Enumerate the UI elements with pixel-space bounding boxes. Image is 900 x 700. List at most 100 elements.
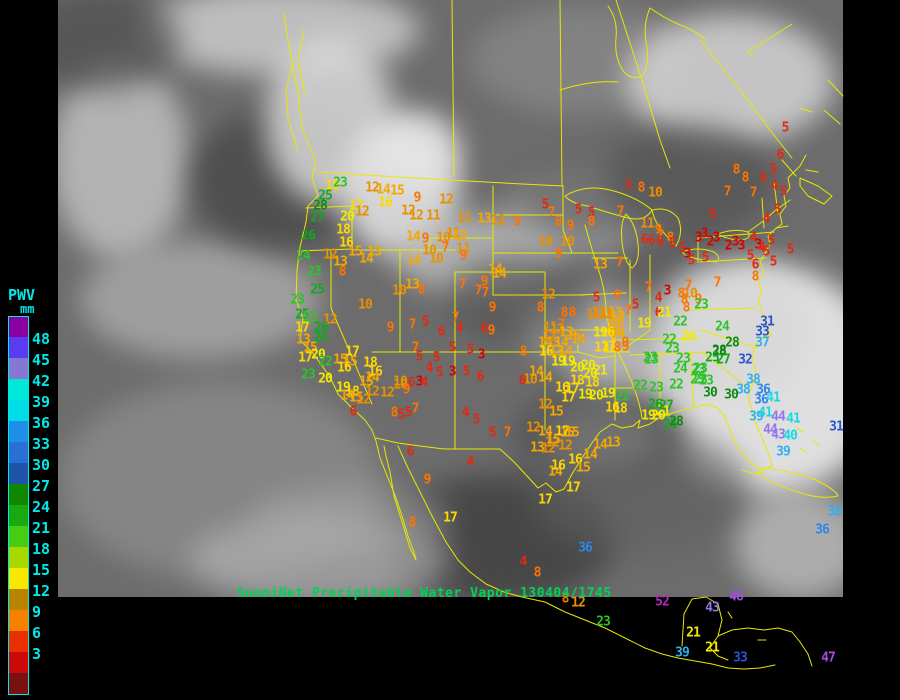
station-value: 14 (554, 335, 569, 351)
station-value: 14 (538, 370, 553, 386)
station-value: 52 (655, 594, 670, 610)
station-value: 8 (554, 214, 563, 230)
station-value: 40 (783, 428, 798, 444)
station-value: 3 (712, 230, 721, 246)
station-value: 23 (303, 310, 318, 326)
station-value: 7 (474, 283, 483, 299)
station-value: 17 (561, 390, 576, 406)
station-value: 28 (669, 414, 684, 430)
station-value: 4 (466, 454, 475, 470)
station-value: 12 (550, 322, 565, 338)
station-value: 5 (448, 340, 457, 356)
station-value: 5 (631, 297, 640, 313)
station-value: 5 (592, 290, 601, 306)
station-value: 23 (649, 380, 664, 396)
station-value: 8 (417, 282, 426, 298)
legend-row: 30 (6, 456, 58, 485)
station-value: 7 (411, 340, 420, 356)
station-value: 10 (393, 377, 408, 393)
station-value: 13 (559, 325, 574, 341)
station-value: 23 (693, 361, 708, 377)
station-value: 22 (615, 389, 630, 405)
station-value: 23 (333, 175, 348, 191)
station-value: 16 (378, 195, 393, 211)
station-value: 10 (560, 234, 575, 250)
station-value: 5 (781, 120, 790, 136)
station-value: 6 (480, 321, 489, 337)
station-value: 23 (690, 372, 705, 388)
station-value: 18 (345, 384, 360, 400)
station-value: 5 (786, 242, 795, 258)
cloud-layer (250, 485, 450, 555)
legend-swatch (8, 568, 29, 590)
legend-value: 12 (32, 582, 51, 601)
station-value: 5 (769, 162, 778, 178)
station-value: 12 (401, 203, 416, 219)
station-value: 6 (776, 147, 785, 163)
station-value: 12 (538, 397, 553, 413)
station-value: 7 (624, 303, 633, 319)
station-value: 39 (776, 444, 791, 460)
station-value: 15 (348, 244, 363, 260)
station-value: 30 (703, 385, 718, 401)
legend-swatch (8, 316, 29, 339)
station-value: 14 (406, 229, 421, 245)
station-value: 12 (541, 287, 556, 303)
station-value: 3 (415, 374, 424, 390)
station-value: 7 (503, 425, 512, 441)
station-value: 9 (480, 274, 489, 290)
station-value: 2 (706, 234, 715, 250)
station-value: 7 (451, 310, 460, 326)
station-value: 4 (461, 405, 470, 421)
legend-value: 33 (32, 435, 51, 454)
station-value: 10 (436, 230, 451, 246)
station-value: 4 (762, 211, 771, 227)
station-value: 5 (687, 253, 696, 269)
station-value: 14 (376, 182, 391, 198)
station-value: 14 (406, 253, 421, 269)
caption: SuomiNet Precipitable Water Vapor 130404… (237, 586, 612, 601)
station-value: 10 (393, 374, 408, 390)
station-value: 21 (705, 640, 720, 656)
station-value: 23 (691, 362, 706, 378)
station-value: 38 (746, 372, 761, 388)
station-value: 4 (770, 178, 779, 194)
station-value: 20 (681, 329, 696, 345)
station-value: 22 (669, 377, 684, 393)
station-value: 3 (663, 283, 672, 299)
station-value: 19 (637, 316, 652, 332)
station-value: 12 (323, 247, 338, 263)
station-value: 13 (452, 228, 467, 244)
station-value: 18 (613, 401, 628, 417)
station-value: 14 (583, 447, 598, 463)
station-value: 12 (323, 312, 338, 328)
legend-value: 48 (32, 330, 51, 349)
station-value: 14 (538, 424, 553, 440)
station-value: 26 (313, 330, 328, 346)
station-value: 5 (769, 254, 778, 270)
station-value: 7 (713, 275, 722, 291)
station-value: 25 (310, 282, 325, 298)
station-value: 23 (644, 352, 659, 368)
station-value: 38 (827, 504, 842, 520)
station-value: 16 (539, 344, 554, 360)
legend-row: 21 (6, 519, 58, 548)
station-value: 23 (694, 297, 709, 313)
station-value: 17 (566, 480, 581, 496)
legend-value: 15 (32, 561, 51, 580)
station-value: 5 (773, 202, 782, 218)
station-value: 6 (476, 369, 485, 385)
legend-swatch (8, 463, 29, 485)
station-value: 7 (441, 240, 450, 256)
legend-row (6, 316, 58, 339)
station-value: 36 (754, 392, 769, 408)
station-value: 23 (665, 341, 680, 357)
station-value: 27 (659, 398, 674, 414)
station-value: 14 (548, 464, 563, 480)
station-value: 19 (578, 387, 593, 403)
station-value: 8 (741, 170, 750, 186)
station-value: 3 (683, 246, 692, 262)
station-value: 15 (549, 404, 564, 420)
station-value: 12 (571, 595, 586, 611)
station-value: 9 (621, 339, 630, 355)
